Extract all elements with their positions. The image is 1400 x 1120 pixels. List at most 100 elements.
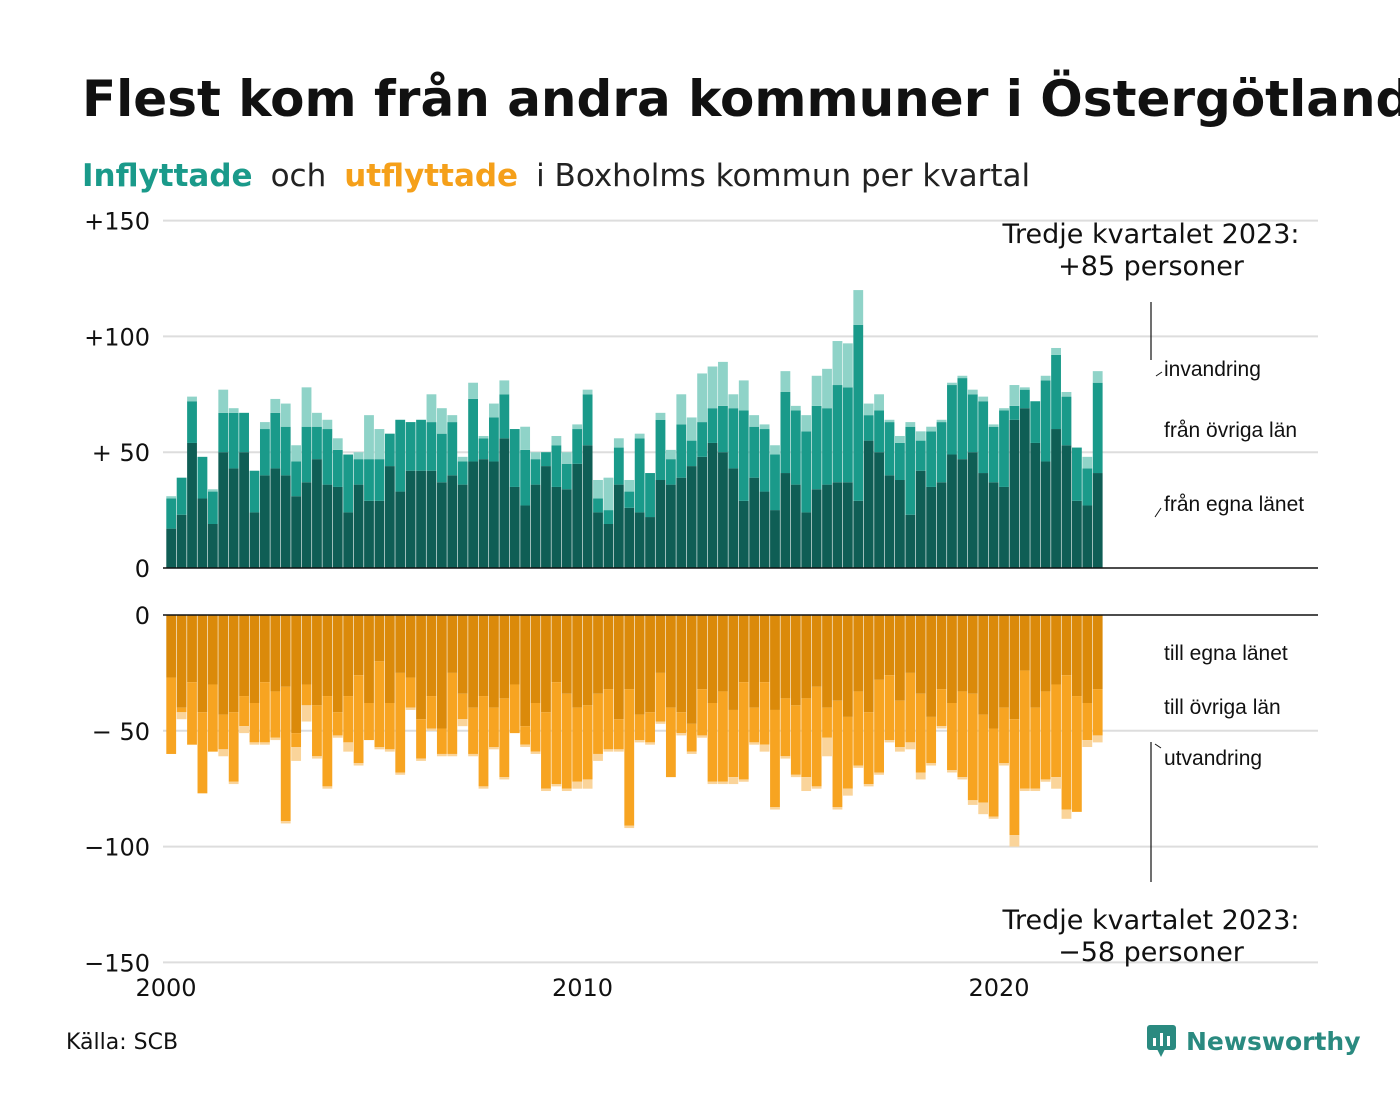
- bar-in-segment: [936, 419, 947, 423]
- y-tick-bottom: − 50: [92, 718, 150, 746]
- bar-out-segment: [770, 709, 780, 808]
- bar-out-segment: [634, 740, 645, 743]
- bar-out-segment: [811, 786, 822, 789]
- bar-out-segment: [509, 684, 520, 734]
- bar-in-segment: [551, 435, 562, 446]
- bar-in-segment: [780, 473, 791, 568]
- bar-in-segment: [978, 473, 989, 568]
- bar-out-segment: [436, 615, 447, 729]
- bar-out-segment: [312, 615, 322, 706]
- bar-in-segment: [1082, 505, 1093, 568]
- bar-out-segment: [957, 777, 968, 780]
- bar-out-segment: [1071, 615, 1082, 697]
- bar-out-segment: [405, 677, 416, 708]
- bar-out-segment: [790, 705, 801, 775]
- bar-out-segment: [436, 728, 447, 754]
- label-utvandring: utvandring: [1164, 747, 1262, 770]
- bar-in-segment: [416, 419, 426, 471]
- bar-out-segment: [686, 751, 697, 754]
- bar-out-segment: [384, 749, 395, 752]
- bar-out-segment: [1082, 740, 1093, 748]
- bar-out-segment: [520, 726, 531, 745]
- bar-in-segment: [551, 445, 562, 487]
- bar-in-segment: [1009, 419, 1020, 568]
- bar-out-segment: [947, 770, 957, 773]
- bar-in-segment: [405, 422, 416, 471]
- bar-in-segment: [884, 422, 895, 476]
- bar-in-segment: [1040, 375, 1051, 381]
- bar-in-segment: [228, 412, 239, 469]
- bar-out-segment: [405, 707, 416, 710]
- bar-in-segment: [374, 459, 385, 501]
- bar-in-segment: [1082, 456, 1093, 469]
- subtitle-och: och: [270, 158, 327, 194]
- bar-in-segment: [947, 454, 957, 568]
- bar-in-segment: [593, 479, 603, 499]
- bar-in-segment: [718, 361, 728, 406]
- bar-in-segment: [499, 380, 510, 395]
- bar-in-segment: [374, 500, 385, 568]
- bar-in-segment: [863, 403, 874, 416]
- bar-in-segment: [936, 482, 947, 568]
- bar-in-segment: [582, 445, 593, 568]
- bar-in-segment: [197, 498, 208, 568]
- bar-in-segment: [926, 426, 937, 432]
- source-note: Källa: SCB: [66, 1030, 179, 1055]
- bar-in-segment: [759, 429, 770, 492]
- bar-in-segment: [967, 394, 978, 453]
- bar-out-segment: [822, 737, 832, 757]
- bar-out-segment: [343, 742, 354, 752]
- bar-out-segment: [905, 742, 916, 750]
- bar-in-segment: [301, 387, 312, 427]
- bar-out-segment: [1019, 615, 1030, 671]
- bar-in-segment: [686, 440, 697, 467]
- bar-out-segment: [270, 737, 281, 741]
- bar-out-segment: [1061, 809, 1072, 819]
- bar-in-segment: [447, 415, 458, 423]
- bar-in-segment: [728, 468, 739, 568]
- bar-out-segment: [228, 615, 239, 713]
- bar-in-segment: [166, 498, 177, 529]
- bar-in-segment: [624, 479, 635, 492]
- bar-in-segment: [530, 459, 541, 485]
- bar-out-segment: [343, 696, 354, 743]
- bar-in-segment: [842, 387, 853, 483]
- bar-out-segment: [176, 712, 187, 720]
- bar-in-segment: [582, 394, 593, 446]
- bar-out-segment: [759, 682, 770, 745]
- bar-out-segment: [780, 698, 791, 757]
- bar-in-segment: [468, 398, 478, 462]
- bar-in-segment: [218, 412, 229, 453]
- bar-in-segment: [322, 419, 333, 430]
- bar-in-segment: [915, 440, 926, 471]
- bar-in-segment: [686, 466, 697, 568]
- bar-out-segment: [832, 700, 843, 808]
- bar-in-segment: [832, 341, 843, 386]
- bar-in-segment: [936, 422, 947, 483]
- chart-title: Flest kom från andra kommuner i Östergöt…: [82, 70, 1400, 128]
- bar-out-segment: [291, 733, 302, 748]
- chart-subtitle: Inflyttade och utflyttade i Boxholms kommun…: [82, 158, 1030, 194]
- bar-in-segment: [988, 482, 999, 568]
- bar-in-segment: [988, 426, 999, 483]
- bar-in-segment: [842, 343, 853, 388]
- bar-out-segment: [291, 615, 302, 734]
- bar-out-segment: [686, 615, 697, 724]
- bar-out-segment: [947, 703, 957, 771]
- bar-out-segment: [353, 763, 364, 766]
- bar-in-segment: [645, 517, 655, 568]
- bar-out-segment: [1040, 779, 1051, 782]
- bar-out-segment: [530, 615, 541, 704]
- bar-in-segment: [957, 459, 968, 568]
- bar-out-segment: [853, 615, 864, 692]
- bar-in-segment: [395, 491, 406, 568]
- bar-in-segment: [218, 452, 229, 568]
- bar-in-segment: [1092, 371, 1103, 383]
- bar-in-segment: [176, 477, 187, 515]
- bar-out-segment: [478, 615, 489, 697]
- bar-out-segment: [936, 726, 947, 729]
- bar-in-segment: [874, 410, 884, 453]
- bar-in-segment: [967, 389, 978, 395]
- bar-out-segment: [322, 696, 333, 787]
- y-tick-top: + 50: [92, 439, 150, 467]
